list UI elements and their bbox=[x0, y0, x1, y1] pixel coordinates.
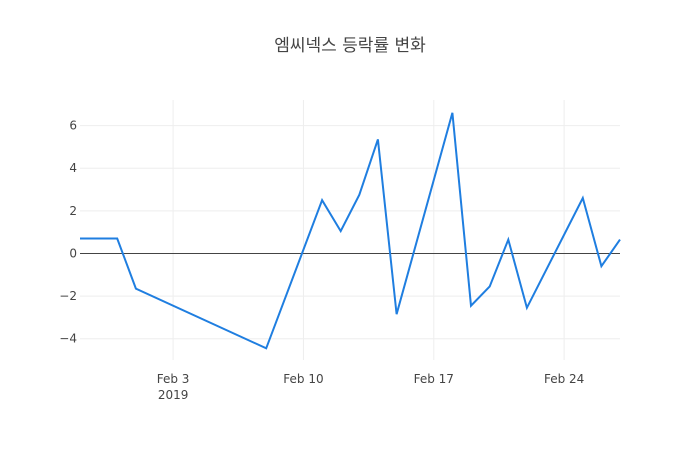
series-layer bbox=[80, 112, 621, 350]
y-tick-label: 6 bbox=[69, 119, 77, 133]
x-tick-label: Feb 10 bbox=[283, 372, 323, 386]
x-tick-label: Feb 24 bbox=[544, 372, 584, 386]
grid-layer bbox=[80, 100, 620, 360]
y-axis: −4 −2 0 2 4 6 bbox=[59, 119, 77, 346]
x-tick-label: Feb 3 bbox=[157, 372, 190, 386]
chart-title: 엠씨넥스 등락률 변화 bbox=[274, 36, 426, 56]
series-line bbox=[80, 112, 621, 350]
y-tick-label: −4 bbox=[59, 332, 77, 346]
y-tick-label: 4 bbox=[69, 161, 77, 175]
y-tick-label: 0 bbox=[69, 246, 77, 260]
y-tick-label: 2 bbox=[69, 204, 77, 218]
x-tick-year-label: 2019 bbox=[158, 388, 189, 402]
x-tick-label: Feb 17 bbox=[414, 372, 454, 386]
y-tick-label: −2 bbox=[59, 289, 77, 303]
x-axis: Feb 3 2019 Feb 10 Feb 17 Feb 24 bbox=[157, 372, 585, 402]
